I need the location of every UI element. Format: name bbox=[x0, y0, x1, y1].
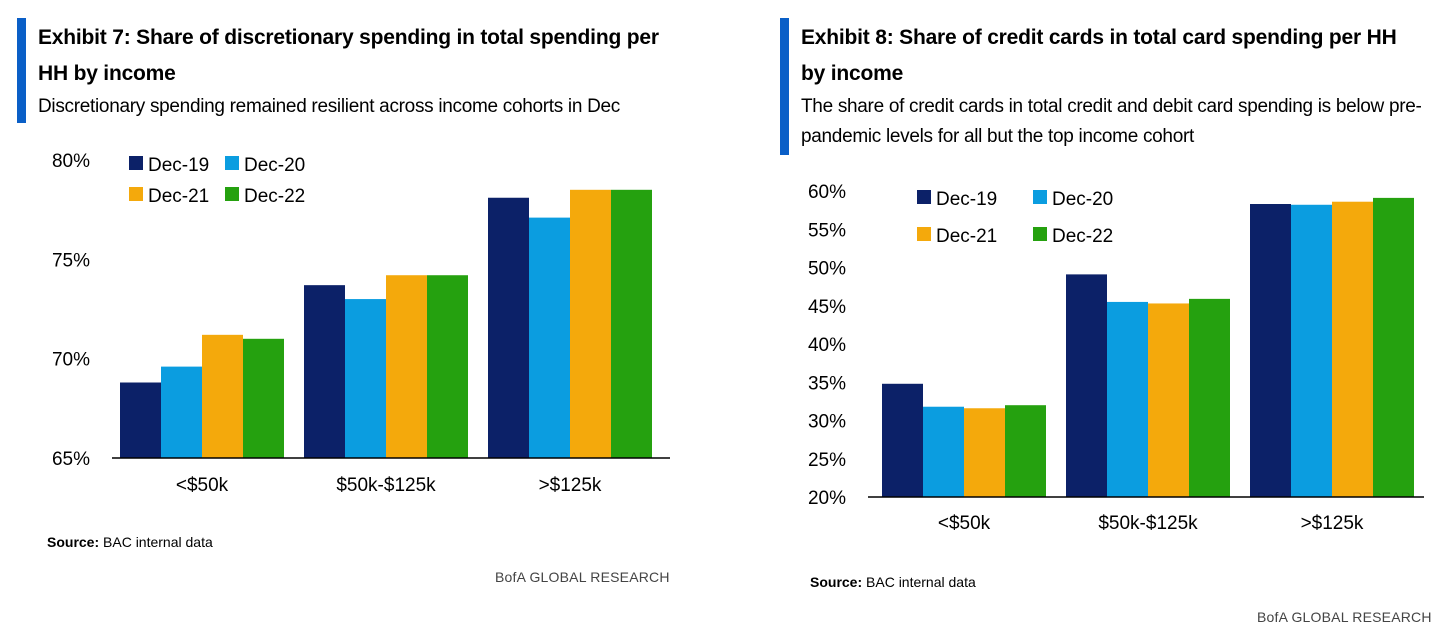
source-label: Source: bbox=[810, 574, 863, 590]
source-label: Source: bbox=[47, 534, 100, 550]
category-label: >$125k bbox=[539, 475, 602, 496]
legend-label: Dec-21 bbox=[148, 186, 209, 207]
y-tick-label: 35% bbox=[808, 373, 846, 394]
exhibit-8-panel: Exhibit 8: Share of credit cards in tota… bbox=[728, 0, 1456, 641]
category-label: $50k-$125k bbox=[1098, 513, 1198, 534]
chart-title: Exhibit 8: Share of credit cards in tota… bbox=[801, 26, 1397, 85]
bar bbox=[1189, 298, 1230, 497]
legend-label: Dec-20 bbox=[244, 155, 305, 176]
category-label: <$50k bbox=[176, 475, 229, 496]
legend-label: Dec-20 bbox=[1052, 189, 1113, 210]
bar bbox=[923, 406, 964, 497]
bar bbox=[570, 189, 611, 459]
legend-swatch bbox=[917, 227, 931, 241]
bar bbox=[529, 217, 570, 458]
legend-label: Dec-19 bbox=[148, 155, 209, 176]
brand-footer: BofA GLOBAL RESEARCH bbox=[495, 569, 670, 585]
bar bbox=[964, 408, 1005, 497]
source-note: Source: BAC internal data bbox=[47, 534, 213, 550]
source-note: Source: BAC internal data bbox=[810, 574, 976, 590]
title-accent-bar bbox=[17, 18, 26, 123]
legend-swatch bbox=[225, 187, 239, 201]
y-tick-label: 40% bbox=[808, 335, 846, 356]
bar bbox=[1005, 405, 1046, 497]
legend-swatch bbox=[1033, 227, 1047, 241]
bar bbox=[345, 299, 386, 458]
chart-subtitle: The share of credit cards in total credi… bbox=[801, 96, 1422, 147]
y-tick-label: 75% bbox=[52, 250, 90, 271]
exhibit-7-chart: 80% 75% 70% 65% <$50k $50k-$125k >$125k Dec-19 D… bbox=[52, 151, 670, 496]
bar bbox=[161, 366, 202, 458]
bar bbox=[1107, 301, 1148, 497]
bar bbox=[1291, 204, 1332, 497]
legend-label: Dec-22 bbox=[1052, 226, 1113, 247]
category-label: <$50k bbox=[938, 513, 991, 534]
y-tick-label: 20% bbox=[808, 488, 846, 509]
bar bbox=[882, 383, 923, 497]
y-tick-label: 50% bbox=[808, 259, 846, 280]
y-tick-label: 25% bbox=[808, 450, 846, 471]
legend-swatch bbox=[917, 190, 931, 204]
legend-label: Dec-21 bbox=[936, 226, 997, 247]
bar bbox=[1373, 197, 1414, 497]
legend-swatch bbox=[129, 156, 143, 170]
y-tick-label: 65% bbox=[52, 449, 90, 470]
bar bbox=[304, 285, 345, 458]
y-tick-label: 30% bbox=[808, 412, 846, 433]
y-tick-label: 55% bbox=[808, 220, 846, 241]
bar bbox=[202, 334, 243, 458]
y-tick-label: 60% bbox=[808, 182, 846, 203]
bar bbox=[1066, 274, 1107, 497]
source-text: BAC internal data bbox=[866, 574, 976, 590]
legend-swatch bbox=[225, 156, 239, 170]
category-label: >$125k bbox=[1301, 513, 1364, 534]
bar bbox=[1148, 303, 1189, 497]
exhibit-7-panel: Exhibit 7: Share of discretionary spendi… bbox=[17, 18, 670, 585]
chart-subtitle: Discretionary spending remained resilien… bbox=[38, 96, 620, 117]
legend-swatch bbox=[1033, 190, 1047, 204]
category-label: $50k-$125k bbox=[336, 475, 436, 496]
bar bbox=[611, 189, 652, 459]
legend-label: Dec-19 bbox=[936, 189, 997, 210]
y-tick-label: 45% bbox=[808, 297, 846, 318]
bar bbox=[488, 197, 529, 458]
bar bbox=[427, 275, 468, 458]
title-accent-bar bbox=[780, 18, 789, 155]
brand-footer: BofA GLOBAL RESEARCH bbox=[1257, 609, 1432, 625]
bar bbox=[243, 338, 284, 458]
legend-swatch bbox=[129, 187, 143, 201]
bar bbox=[386, 275, 427, 458]
bar bbox=[1332, 201, 1373, 497]
legend-label: Dec-22 bbox=[244, 186, 305, 207]
source-text: BAC internal data bbox=[103, 534, 213, 550]
bar bbox=[120, 382, 161, 458]
chart-title: Exhibit 7: Share of discretionary spendi… bbox=[38, 26, 659, 85]
y-tick-label: 80% bbox=[52, 151, 90, 172]
y-tick-label: 70% bbox=[52, 350, 90, 371]
bar bbox=[1250, 204, 1291, 497]
exhibit-8-chart: 60% 55% 50% 45% 40% 35% 30% 25% 20% <$50k $50k-$12… bbox=[808, 182, 1424, 534]
